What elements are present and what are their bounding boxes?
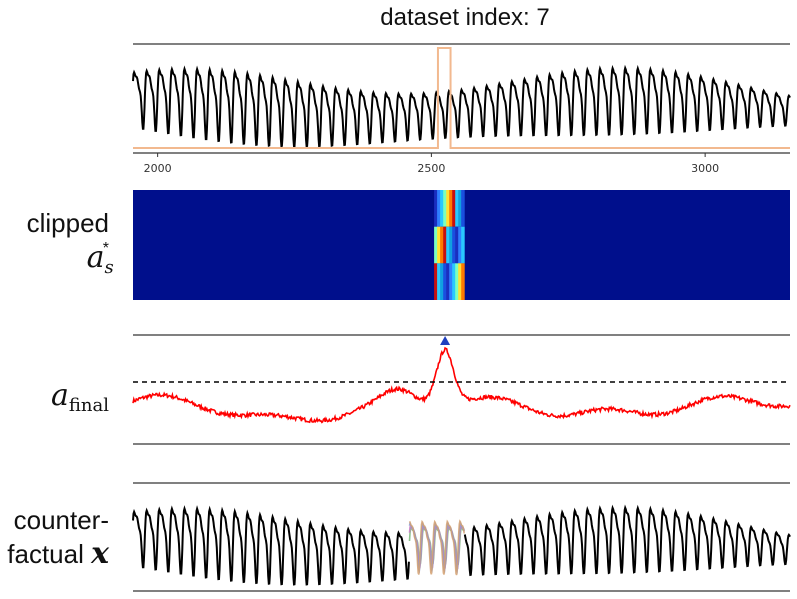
counterfactual-word: counter- [13,505,109,535]
clipped-symbol: a [86,240,105,276]
heatmap-cell [437,226,441,264]
heatmap-cell [446,263,450,300]
counterfactual-sample-line [408,519,465,576]
heatmap-cell [461,226,465,264]
heatmap-cell [440,190,444,227]
heatmap-cell [446,226,450,264]
heatmap-cell [437,263,441,300]
counterfactual-line-left [132,505,410,586]
afinal-sub: final [68,395,109,416]
heatmap-cell [434,263,438,300]
heatmap-cell [455,190,459,227]
heatmap-cell [458,190,462,227]
counterfactual-symbol: x [91,536,109,572]
heatmap-cell [458,263,462,300]
heatmap-cell [449,226,453,264]
clipped-sub: s [104,257,114,279]
heatmap-cell [461,263,465,300]
heatmap-cell [440,263,444,300]
signal-panel [132,47,791,149]
heatmap-cell [452,263,456,300]
heatmap-cell [449,263,453,300]
heatmap-cell [443,263,447,300]
signal-line [132,64,791,148]
counterfactual-panel [132,504,791,586]
clipped-word: clipped [26,208,109,238]
heatmap-cell [446,190,450,227]
heatmap-cell [455,263,459,300]
peak-marker [440,336,451,345]
heatmap-cell [452,226,456,264]
counterfactual-word2: factual [7,539,84,570]
afinal-label: afinal [51,378,109,417]
heatmap-cell [458,226,462,264]
afinal-symbol: a [51,378,69,413]
heatmap-cell [434,190,438,227]
counterfactual-label: counter- factual x [7,505,109,572]
heatmap-cell [437,190,441,227]
heatmap-cell [455,226,459,264]
chart-title: dataset index: 7 [380,4,550,31]
counterfactual-line-right [463,504,791,577]
clipped-sup: * [102,240,109,258]
x-tick-label: 2500 [417,162,445,175]
clipped-label: clipped as* [26,208,114,279]
heatmap-cell [443,190,447,227]
heatmap-cell [443,226,447,264]
x-tick-label: 2000 [144,162,172,175]
heatmap-cell [452,190,456,227]
label-window-line [133,47,790,149]
score-line [132,346,791,424]
heatmap-cell [449,190,453,227]
score-panel [132,336,791,424]
heatmap-panel [434,190,465,300]
x-tick-label: 3000 [691,162,719,175]
x-axis-ticks: 2000 2500 3000 [144,153,719,175]
heatmap-cell [440,226,444,264]
heatmap-cell [434,226,438,264]
heatmap-cell [461,190,465,227]
